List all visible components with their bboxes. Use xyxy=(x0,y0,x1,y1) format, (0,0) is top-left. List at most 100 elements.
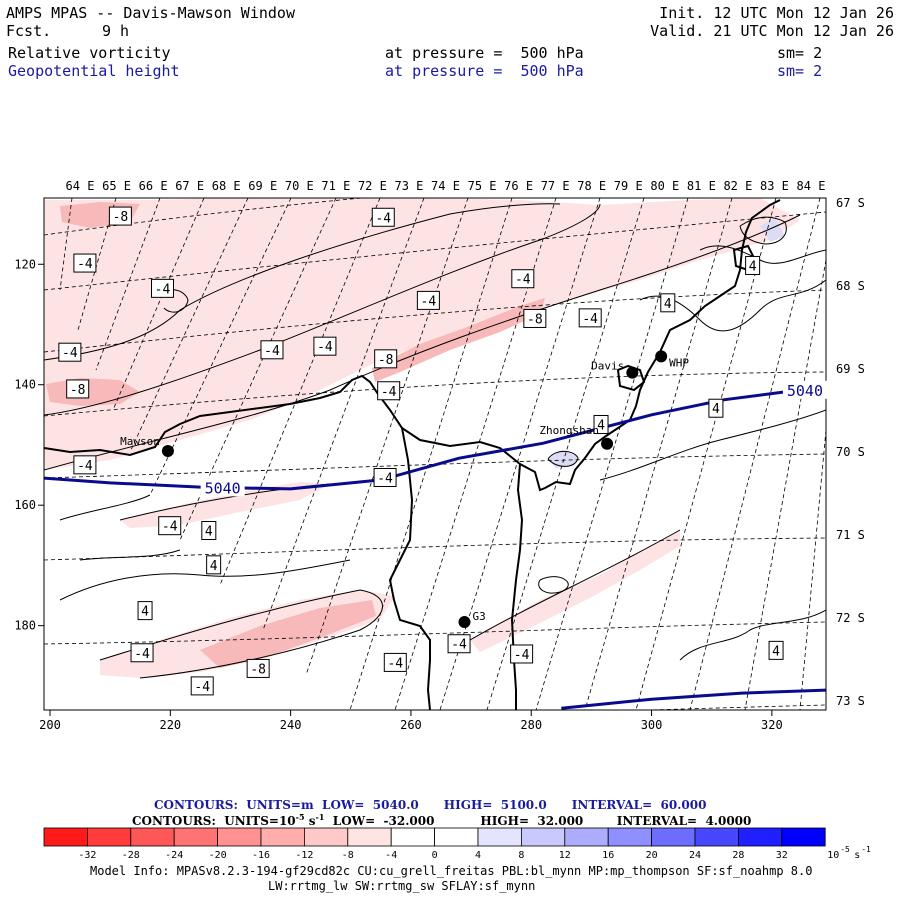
colorbar-tick-label: 16 xyxy=(602,850,614,861)
longitude-label: 68 E xyxy=(212,179,241,193)
colorbar-tick-label: -20 xyxy=(209,850,227,861)
vorticity-label: -4 xyxy=(155,282,171,297)
height-contour-5040-0 xyxy=(44,388,826,491)
longitude-label: 71 E xyxy=(321,179,350,193)
colorbar-swatch xyxy=(87,827,132,847)
forecast-value: 9 h xyxy=(102,22,130,40)
vorticity-label: 4 xyxy=(205,524,213,539)
height-label: 5040 xyxy=(787,382,823,400)
station-label-davis: Davis xyxy=(591,360,624,373)
field-1-name: Relative vorticity xyxy=(8,44,171,62)
x-tick-label: 300 xyxy=(641,718,663,732)
longitude-label: 80 E xyxy=(650,179,679,193)
vorticity-contours xyxy=(44,203,826,679)
station-dot-davis xyxy=(626,366,639,379)
vorticity-label-box xyxy=(58,342,82,362)
colorbar-tick-label: 8 xyxy=(518,850,524,861)
station-label-g3: G3 xyxy=(472,610,485,623)
colorbar-unit: 10 xyxy=(827,850,839,861)
vorticity-label-box xyxy=(66,379,90,399)
colorbar-tick-label: -12 xyxy=(295,850,313,861)
colorbar-tick-label: -4 xyxy=(385,850,397,861)
station-label-mawson: Mawson xyxy=(120,435,160,448)
vorticity-label: -4 xyxy=(381,385,397,400)
field-1-pressure: at pressure = 500 hPa xyxy=(385,44,584,62)
vorticity-label-box xyxy=(137,601,153,621)
colorbar-tick-label: 32 xyxy=(776,850,788,861)
colorbar-swatch xyxy=(130,827,175,847)
station-dot-whp xyxy=(655,350,668,363)
vorticity-label: -4 xyxy=(421,294,437,309)
colorbar-tick-label: -16 xyxy=(252,850,270,861)
colorbar-swatch xyxy=(781,827,826,847)
height-label: 5040 xyxy=(205,479,241,497)
vorticity-legend-units-suffix: s xyxy=(308,814,316,828)
vorticity-label: 4 xyxy=(210,559,218,574)
field-1-smoothing: sm= 2 xyxy=(777,44,823,62)
x-tick-label: 200 xyxy=(39,718,61,732)
vorticity-label: 4 xyxy=(141,605,149,620)
vorticity-label-box xyxy=(511,269,535,289)
vorticity-label-box xyxy=(190,676,214,696)
y-tick-label: 180 xyxy=(14,619,36,633)
field-2-smoothing: sm= 2 xyxy=(777,62,823,80)
longitude-labels: 64 E 65 E 66 E 67 E 68 E 69 E 70 E 71 E 72 E 73 E… xyxy=(66,179,826,193)
vorticity-label: -4 xyxy=(194,680,210,695)
station-dot-zhongshan xyxy=(601,437,614,450)
field-2-pressure: at pressure = 500 hPa xyxy=(385,62,584,80)
colorbar-swatch xyxy=(564,827,609,847)
longitude-label: 72 E xyxy=(358,179,387,193)
vorticity-label: -4 xyxy=(264,344,280,359)
vorticity-label-box xyxy=(374,349,398,369)
vorticity-label: -4 xyxy=(387,656,403,671)
colorbar-tick-label: -8 xyxy=(342,850,354,861)
vorticity-legend-low: LOW= -32.000 xyxy=(332,814,435,828)
vorticity-label: -4 xyxy=(134,647,150,662)
colorbar-swatch xyxy=(43,827,88,847)
x-tick-label: 240 xyxy=(280,718,302,732)
height-legend-line: CONTOURS: UNITS=m LOW= 5040.0 HIGH= 5100… xyxy=(154,798,706,812)
vorticity-label-box xyxy=(578,308,602,328)
latitude-label: 69 S xyxy=(836,362,865,376)
latitude-label: 68 S xyxy=(836,279,865,293)
init-time: Init. 12 UTC Mon 12 Jan 26 xyxy=(659,4,894,22)
vorticity-label: 4 xyxy=(664,297,672,312)
y-tick-label: 140 xyxy=(14,378,36,392)
colorbar-tick-label: -24 xyxy=(165,850,183,861)
y-axis-ticks: 120 140 160 180 xyxy=(14,257,44,633)
colorbar-tick-label: 12 xyxy=(559,850,571,861)
chart-title: AMPS MPAS -- Davis-Mawson Window xyxy=(6,4,295,22)
longitude-label: 73 E xyxy=(394,179,423,193)
x-axis-ticks: 200 220 240 260 280 300 320 xyxy=(39,710,783,732)
plot-frame xyxy=(43,197,827,711)
colorbar-tick-label: -32 xyxy=(78,850,96,861)
height-label-bg xyxy=(200,478,245,497)
vorticity-label: -4 xyxy=(62,346,78,361)
vorticity-legend-interval: INTERVAL= 4.0000 xyxy=(616,814,752,828)
vorticity-label-box xyxy=(377,381,401,401)
vorticity-label-box xyxy=(313,336,337,356)
longitude-label: 83 E xyxy=(760,179,789,193)
colorbar-swatch xyxy=(477,827,522,847)
latitude-label: 70 S xyxy=(836,445,865,459)
height-legend-high: HIGH= 5100.0 xyxy=(443,798,547,812)
vorticity-label: -4 xyxy=(317,340,333,355)
vorticity-label-box xyxy=(416,290,440,310)
longitude-label: 79 E xyxy=(614,179,643,193)
colorbar-swatch xyxy=(607,827,653,847)
height-contours xyxy=(44,388,826,710)
model-info-line-2: LW:rrtmg_lw SW:rrtmg_sw SFLAY:sf_mynn xyxy=(268,879,536,893)
vorticity-label: -8 xyxy=(113,210,129,225)
vorticity-label: -4 xyxy=(162,520,178,535)
vorticity-label-box xyxy=(768,640,784,660)
longitude-label: 78 E xyxy=(577,179,606,193)
longitude-label: 77 E xyxy=(541,179,570,193)
latitude-labels: 67 S 68 S 69 S 70 S 71 S 72 S 73 S xyxy=(836,196,865,708)
colorbar-tick-label: 24 xyxy=(689,850,701,861)
colorbar-tick-label: -28 xyxy=(122,850,140,861)
station-dot-mawson xyxy=(161,444,174,457)
colorbar-swatch xyxy=(694,827,739,847)
vorticity-label: -8 xyxy=(527,312,543,327)
height-legend-low: LOW= 5040.0 xyxy=(322,798,419,812)
vorticity-label: -4 xyxy=(77,459,93,474)
